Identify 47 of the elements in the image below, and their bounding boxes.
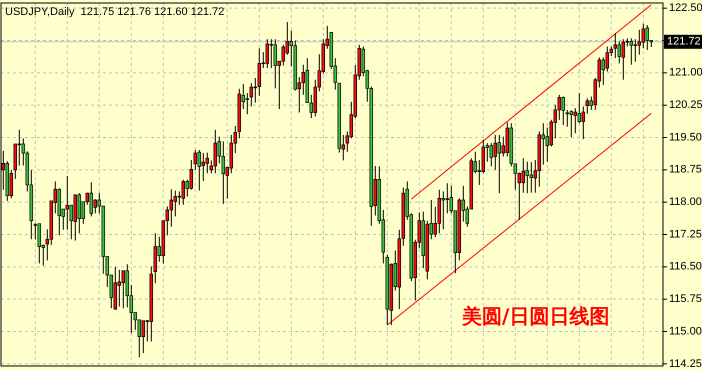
candlestick <box>498 134 502 194</box>
candlestick <box>490 142 494 167</box>
candlestick <box>78 192 82 234</box>
candlestick <box>182 179 186 206</box>
candlestick <box>570 110 574 138</box>
candlestick <box>586 98 590 114</box>
candlestick <box>118 269 122 308</box>
candlestick <box>202 152 206 182</box>
candlestick <box>214 129 218 174</box>
y-tick-label: 122.50 <box>669 2 702 14</box>
y-tick-label: 115.75 <box>669 293 702 306</box>
candlestick <box>142 320 146 354</box>
candlestick <box>222 140 226 204</box>
y-tick-label: 118.00 <box>669 196 702 208</box>
y-tick-label: 118.75 <box>669 164 702 176</box>
y-tick-label: 114.25 <box>669 358 702 370</box>
candlestick <box>562 96 566 126</box>
candlestick <box>270 38 274 69</box>
candlestick <box>90 182 94 217</box>
candlestick <box>446 182 450 214</box>
y-tick-label: 116.50 <box>669 260 702 273</box>
candlestick <box>198 150 202 192</box>
candlestick <box>634 38 638 62</box>
candlestick <box>38 223 42 264</box>
candlestick <box>622 38 626 80</box>
candlestick <box>614 32 618 59</box>
y-tick-label: 119.50 <box>669 131 702 144</box>
candlestick <box>526 161 530 194</box>
candlestick <box>646 24 650 50</box>
candlestick <box>66 175 70 230</box>
annotation: 美圆/日圆日线图 <box>461 304 610 328</box>
y-tick-label: 117.25 <box>669 228 702 240</box>
candlestick <box>122 270 126 309</box>
y-tick-label: 121.00 <box>669 66 702 79</box>
y-tick-label: 120.25 <box>669 99 702 112</box>
candlestick <box>266 38 270 69</box>
candlestick <box>574 108 578 134</box>
candlestick <box>18 129 22 166</box>
chart-title: USDJPY,Daily 121.75 121.76 121.60 121.72 <box>5 6 224 18</box>
candlestick <box>530 162 534 194</box>
candlestick <box>282 44 286 66</box>
candlestick <box>274 38 278 89</box>
ref-line-label: 121.72 <box>667 36 701 48</box>
candlestick <box>630 38 634 66</box>
candlestick <box>442 190 446 230</box>
candlestick <box>494 134 498 170</box>
y-tick-label: 115.00 <box>669 325 702 338</box>
